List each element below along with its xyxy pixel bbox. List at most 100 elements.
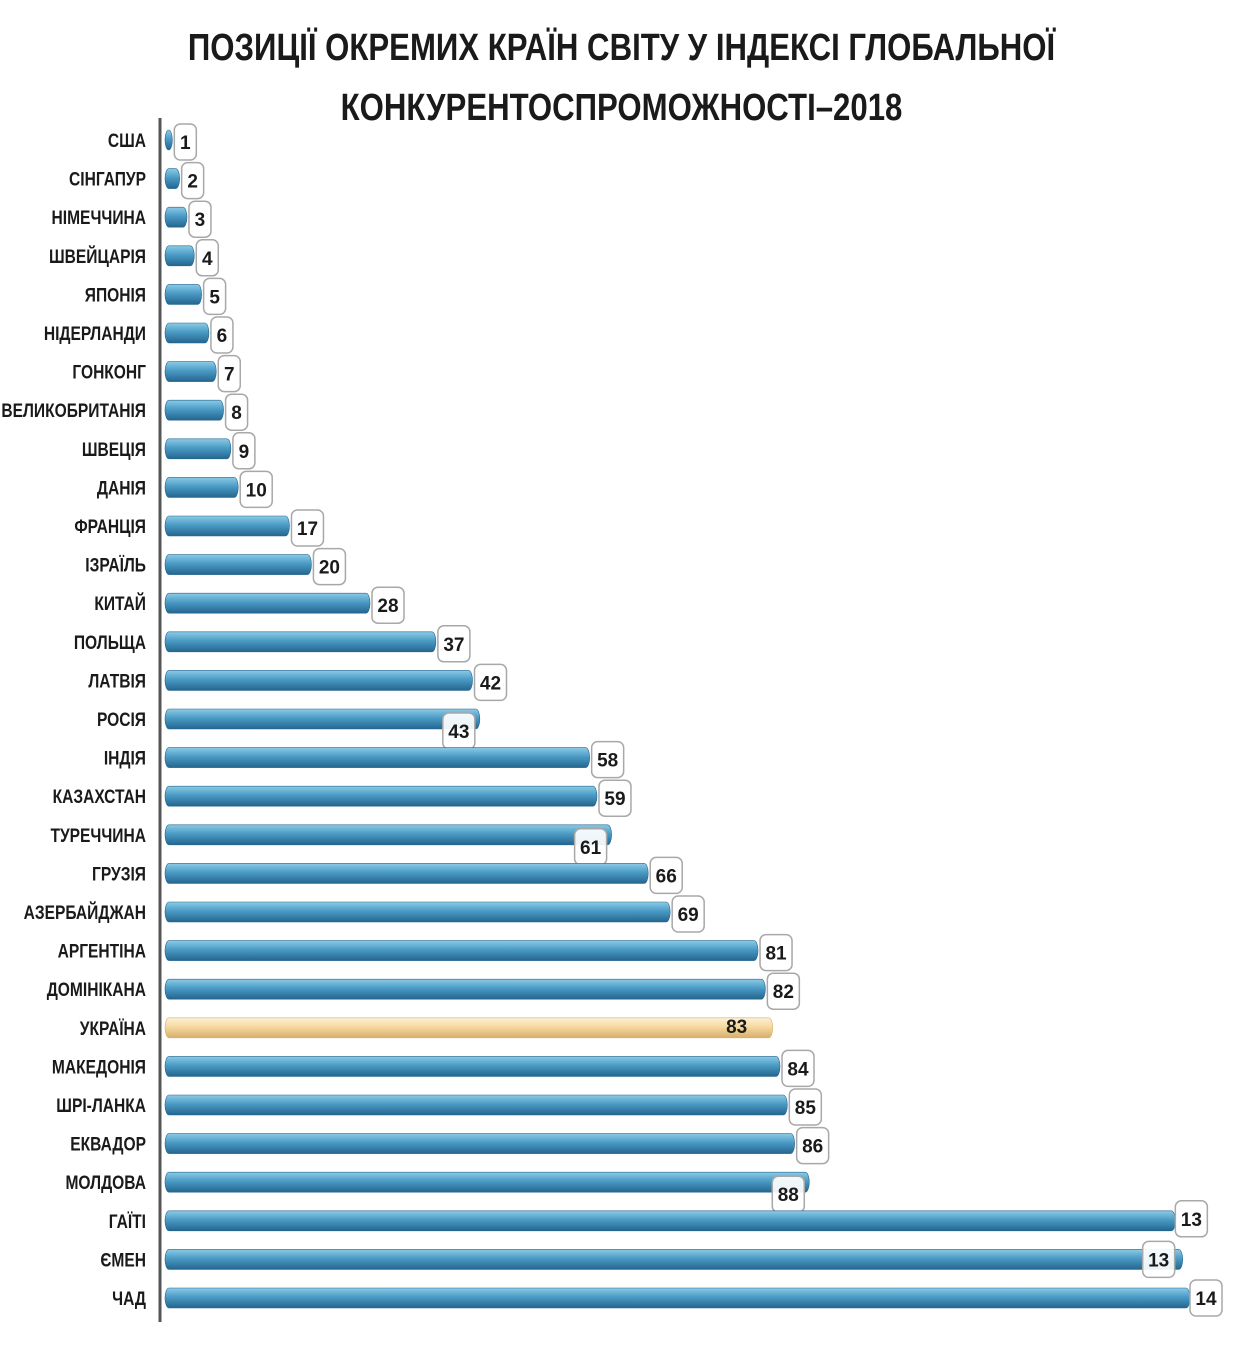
value-label: 14: [1195, 1289, 1217, 1310]
category-label: ЧАД: [112, 1288, 146, 1310]
bar: [164, 515, 290, 537]
category-label: ГОНКОНГ: [72, 361, 146, 383]
value-label-box: [759, 933, 793, 972]
category-label: ДОМІНІКАНА: [47, 979, 147, 1001]
value-label: 58: [597, 751, 618, 772]
chart-title-line-2: КОНКУРЕНТОСПРОМОЖНОСТІ–2018: [340, 87, 903, 129]
bar: [164, 1133, 795, 1154]
bar: [164, 631, 437, 653]
category-label: ЕКВАДОР: [70, 1133, 146, 1155]
value-label: 3: [195, 210, 206, 231]
value-label: 7: [224, 365, 235, 386]
bar: [164, 670, 473, 691]
value-label: 83: [726, 1017, 747, 1038]
category-label: ГАЇТІ: [109, 1210, 146, 1232]
value-label: 28: [377, 596, 398, 617]
category-label: АЗЕРБАЙДЖАН: [24, 902, 146, 924]
value-label-box: [239, 470, 273, 509]
category-label: КИТАЙ: [94, 593, 146, 615]
value-label-box: [1141, 1240, 1176, 1279]
category-label: ШВЕЙЦАРІЯ: [49, 245, 146, 267]
value-label: 61: [580, 838, 602, 859]
category-label: НІДЕРЛАНДИ: [44, 323, 146, 345]
bar: [164, 168, 180, 189]
value-label-box: [671, 895, 705, 933]
value-label-box: [312, 547, 347, 586]
value-label: 4: [202, 249, 213, 270]
category-label: СІНГАПУР: [69, 168, 146, 190]
bar: [164, 129, 173, 151]
category-label: НІМЕЧЧИНА: [52, 207, 147, 229]
bar: [164, 361, 217, 382]
value-label: 6: [217, 326, 228, 347]
category-label: ЄМЕН: [100, 1249, 146, 1271]
value-label: 82: [773, 982, 794, 1003]
bar: [164, 1056, 781, 1077]
value-label-box: [232, 432, 256, 470]
value-label-box: [598, 779, 632, 817]
value-label: 9: [239, 442, 250, 463]
value-label-box: [781, 1049, 815, 1088]
bar: [164, 399, 224, 421]
value-label-box: [290, 509, 325, 547]
value-label: 84: [787, 1059, 809, 1080]
value-label-box: [795, 1126, 830, 1165]
value-label: 59: [604, 789, 625, 810]
bar-highlighted: [164, 1017, 773, 1039]
category-label: МАКЕДОНІЯ: [52, 1056, 146, 1078]
bar: [164, 978, 766, 1000]
value-label-box: [1174, 1200, 1209, 1238]
bar: [164, 477, 239, 498]
category-label: ФРАНЦІЯ: [74, 516, 146, 538]
value-label-box: [590, 740, 625, 779]
value-label: 42: [480, 673, 501, 694]
value-label-box: [188, 200, 212, 238]
value-label: 85: [795, 1098, 817, 1119]
value-label-box: [202, 277, 227, 316]
category-label: ІЗРАЇЛЬ: [85, 554, 146, 576]
value-label: 86: [802, 1137, 823, 1158]
value-label-box: [649, 856, 683, 895]
value-label-box: [1189, 1279, 1223, 1317]
bar: [164, 863, 649, 884]
value-label: 13: [1181, 1210, 1202, 1231]
category-label: КАЗАХСТАН: [53, 786, 146, 808]
category-label: РОСІЯ: [97, 709, 146, 731]
bar: [164, 708, 481, 730]
bar: [164, 940, 759, 961]
value-label-box: [180, 161, 205, 200]
value-label: 10: [246, 480, 267, 501]
value-label: 1: [180, 133, 191, 154]
value-label: 66: [656, 866, 677, 887]
value-label: 69: [678, 905, 699, 926]
value-label-box: [473, 663, 508, 702]
bar: [164, 554, 312, 575]
category-label: ШРІ-ЛАНКА: [56, 1095, 146, 1117]
bar: [164, 1210, 1176, 1232]
value-label: 81: [765, 944, 787, 965]
category-label: ЯПОНІЯ: [85, 284, 146, 306]
value-label-box: [788, 1088, 823, 1126]
category-label: ЛАТВІЯ: [88, 670, 146, 692]
value-label-box: [437, 625, 471, 663]
value-label: 43: [448, 722, 469, 743]
category-label: ГРУЗІЯ: [92, 863, 146, 885]
value-label: 5: [209, 287, 220, 308]
bar: [164, 1287, 1191, 1309]
value-label-box: [173, 123, 198, 161]
bar: [164, 245, 195, 267]
bar: [164, 1249, 1183, 1270]
bar: [164, 901, 671, 923]
category-label: АРГЕНТІНА: [58, 940, 147, 962]
value-label-box: [371, 586, 405, 624]
value-label-box: [195, 239, 220, 277]
category-label: ШВЕЦІЯ: [82, 438, 146, 460]
value-label: 2: [187, 172, 198, 193]
value-label: 13: [1148, 1250, 1169, 1271]
category-label: ІНДІЯ: [104, 747, 146, 769]
value-label: 37: [443, 635, 464, 656]
bar: [164, 322, 210, 344]
value-label: 8: [231, 403, 242, 424]
bar: [164, 785, 598, 807]
bar: [164, 206, 188, 228]
